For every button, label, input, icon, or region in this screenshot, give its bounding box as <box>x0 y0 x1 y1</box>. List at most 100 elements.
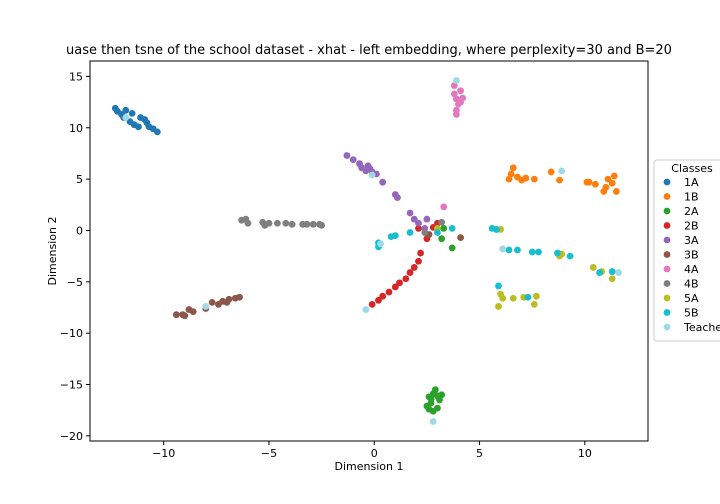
series-4a <box>440 82 467 211</box>
x-axis-label: Dimension 1 <box>335 460 404 473</box>
legend-marker <box>663 251 671 258</box>
scatter-point <box>505 246 513 254</box>
scatter-point <box>288 220 296 228</box>
x-tick-label: 0 <box>371 447 378 460</box>
scatter-point <box>172 311 180 319</box>
scatter-point <box>368 171 376 179</box>
y-axis-label: Dimension 2 <box>46 217 59 286</box>
scatter-point <box>554 249 561 257</box>
chart-title: uase then tsne of the school dataset - x… <box>66 43 672 58</box>
legend-entry: 4B <box>663 278 699 291</box>
scatter-point <box>431 386 439 394</box>
scatter-point <box>452 77 460 84</box>
legend-marker <box>663 178 671 186</box>
legend-marker <box>663 207 671 215</box>
scatter-point <box>402 275 410 283</box>
legend-entry: 3A <box>663 234 699 247</box>
scatter-point <box>528 248 536 256</box>
y-tick-label: 10 <box>69 122 83 135</box>
legend-marker <box>663 222 671 229</box>
scatter-point <box>391 283 399 291</box>
scatter-point <box>391 232 399 239</box>
scatter-point <box>509 294 517 302</box>
scatter-point <box>507 170 515 178</box>
scatter-point <box>434 392 441 400</box>
scatter-point <box>457 87 464 95</box>
scatter-point <box>448 244 456 252</box>
legend-marker <box>663 236 671 244</box>
scatter-point <box>122 114 130 121</box>
x-tick-label: 5 <box>476 447 483 460</box>
scatter-point <box>450 90 458 98</box>
scatter-point <box>343 152 351 159</box>
legend-label: 3B <box>684 249 699 262</box>
plot-frame <box>89 60 649 442</box>
legend-marker <box>663 309 671 316</box>
scatter-point <box>530 175 538 183</box>
legend-entry: 2B <box>663 220 699 233</box>
scatter-point <box>410 264 418 271</box>
scatter-point <box>457 98 464 106</box>
scatter-point <box>223 298 231 306</box>
legend-entry: 5B <box>663 307 699 320</box>
scatter-point <box>128 109 136 117</box>
scatter-point <box>396 279 403 287</box>
legend-label: 4B <box>684 278 699 291</box>
legend-marker <box>663 294 671 302</box>
y-tick-label: −10 <box>60 327 83 340</box>
scatter-point <box>415 257 422 265</box>
x-tick-label: −5 <box>261 447 277 460</box>
series-2a <box>423 225 456 415</box>
scatter-point <box>522 174 530 182</box>
legend-box <box>653 159 720 342</box>
scatter-point <box>440 225 448 232</box>
scatter-point <box>556 176 563 184</box>
scatter-point <box>316 220 323 228</box>
series-1b <box>505 164 620 195</box>
legend-entry: 1A <box>663 176 699 189</box>
scatter-point <box>591 180 599 188</box>
scatter-point <box>608 179 616 187</box>
scatter-point <box>505 175 513 183</box>
scatter-point <box>604 175 612 183</box>
scatter-point <box>547 168 555 176</box>
scatter-point <box>499 245 507 253</box>
scatter-point <box>236 293 243 301</box>
scatter-point <box>558 167 566 175</box>
scatter-point <box>244 219 252 227</box>
legend-label: 1B <box>684 191 699 204</box>
data-points <box>111 77 622 425</box>
scatter-point <box>566 252 574 260</box>
scatter-point <box>440 203 448 211</box>
scatter-point <box>153 128 161 136</box>
scatter-point <box>452 111 460 118</box>
legend-marker <box>663 265 671 273</box>
scatter-point <box>535 248 542 256</box>
scatter-point <box>261 221 269 229</box>
scatter-point <box>450 82 458 90</box>
legend-entry: 5A <box>663 292 699 305</box>
scatter-point <box>189 308 197 315</box>
legend-label: 5B <box>684 307 699 320</box>
scatter-point <box>135 123 142 131</box>
scatter-point <box>514 246 521 254</box>
x-tick-label: 10 <box>578 447 592 460</box>
legend-label: 1A <box>684 176 699 189</box>
scatter-point <box>429 418 437 425</box>
y-tick-label: 5 <box>76 173 83 186</box>
scatter-point <box>457 234 464 242</box>
legend-entry: 3B <box>663 249 699 262</box>
scatter-point <box>495 303 502 310</box>
scatter-point <box>181 312 189 320</box>
axis-ticks: −10 −5 0 5 10 −20 −15 −10 −5 0 5 10 15 <box>60 70 592 460</box>
scatter-point <box>495 282 502 290</box>
legend-label: 2B <box>684 220 699 233</box>
scatter-point <box>613 188 620 195</box>
legend-label: 3A <box>684 234 699 247</box>
scatter-point <box>608 275 616 283</box>
scatter-point <box>368 301 376 308</box>
scatter-point <box>394 194 401 201</box>
